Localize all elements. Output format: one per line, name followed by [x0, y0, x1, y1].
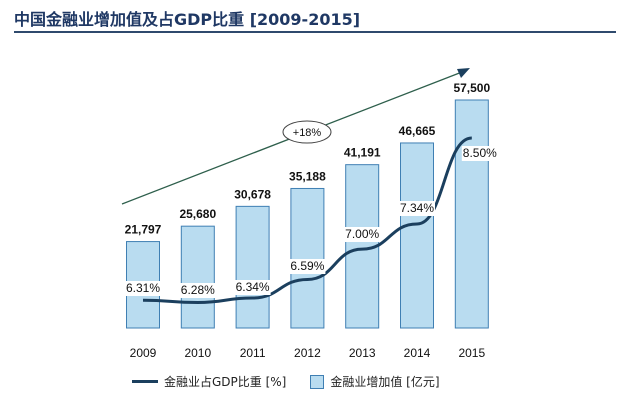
- legend: 金融业占GDP比重 [%] 金融业增加值 [亿元]: [132, 373, 440, 390]
- percent-label-bg: [125, 281, 161, 296]
- percent-label-bg: [399, 201, 435, 216]
- legend-bar-label: 金融业增加值 [亿元]: [330, 375, 440, 389]
- bar-2015: [454, 99, 489, 329]
- x-tick-label: 2009: [130, 346, 157, 360]
- bar-labels-group: 21,797 25,680 30,678 35,188 41,191 46,665 57,5…: [125, 81, 491, 237]
- legend-line-swatch: [132, 380, 158, 383]
- growth-arrowhead: [457, 68, 470, 78]
- bar-2011: [235, 205, 270, 329]
- x-tick-label: 2014: [404, 346, 431, 360]
- x-tick-label: 2011: [240, 346, 266, 360]
- annotation-text: +18%: [293, 127, 322, 139]
- percent-label: 6.34%: [236, 280, 270, 294]
- percent-label-bg: [344, 227, 381, 242]
- bar-value-label: 35,188: [289, 169, 326, 183]
- percent-label-bg: [461, 146, 498, 161]
- percent-line: [142, 136, 473, 304]
- percent-label: 7.00%: [345, 227, 379, 241]
- bar-value-label: 30,678: [234, 187, 271, 201]
- title-underline: [14, 31, 616, 33]
- x-tick-label: 2012: [294, 346, 321, 360]
- x-tick-label: 2015: [458, 346, 485, 360]
- legend-bar-swatch: [310, 374, 325, 389]
- bar-value-label: 25,680: [179, 207, 216, 221]
- percent-labels-group: 6.31% 6.28% 6.34% 6.59% 7.00% 7.34% 8.50%: [125, 146, 498, 298]
- growth-arrow-group: +18%: [121, 68, 470, 205]
- bar-value-label: 21,797: [125, 223, 162, 237]
- percent-label-bg: [289, 259, 326, 274]
- percent-label: 6.28%: [181, 283, 215, 297]
- x-tick-labels-group: 2009 2010 2011 2012 2013 2014 2015: [130, 346, 486, 360]
- percent-label: 7.34%: [400, 201, 434, 215]
- bar-2010: [180, 225, 215, 329]
- x-tick-label: 2010: [184, 346, 211, 360]
- x-tick-label: 2013: [349, 346, 376, 360]
- percent-label: 6.31%: [126, 281, 160, 295]
- annotation-ellipse: [282, 120, 332, 144]
- bar-2014: [400, 142, 434, 329]
- bar-value-label: 57,500: [453, 81, 490, 95]
- percent-label: 6.59%: [290, 259, 324, 273]
- percent-label: 8.50%: [463, 146, 497, 160]
- bar-2012: [290, 187, 325, 329]
- percent-label-bg: [234, 280, 271, 295]
- percent-line-group: [142, 136, 473, 304]
- bar-value-label: 41,191: [344, 146, 381, 160]
- percent-label-bg: [179, 283, 216, 298]
- bar-value-label: 46,665: [399, 124, 436, 138]
- legend-line-label: 金融业占GDP比重 [%]: [164, 375, 287, 389]
- chart-title: 中国金融业增加值及占GDP比重 [2009-2015]: [14, 10, 361, 29]
